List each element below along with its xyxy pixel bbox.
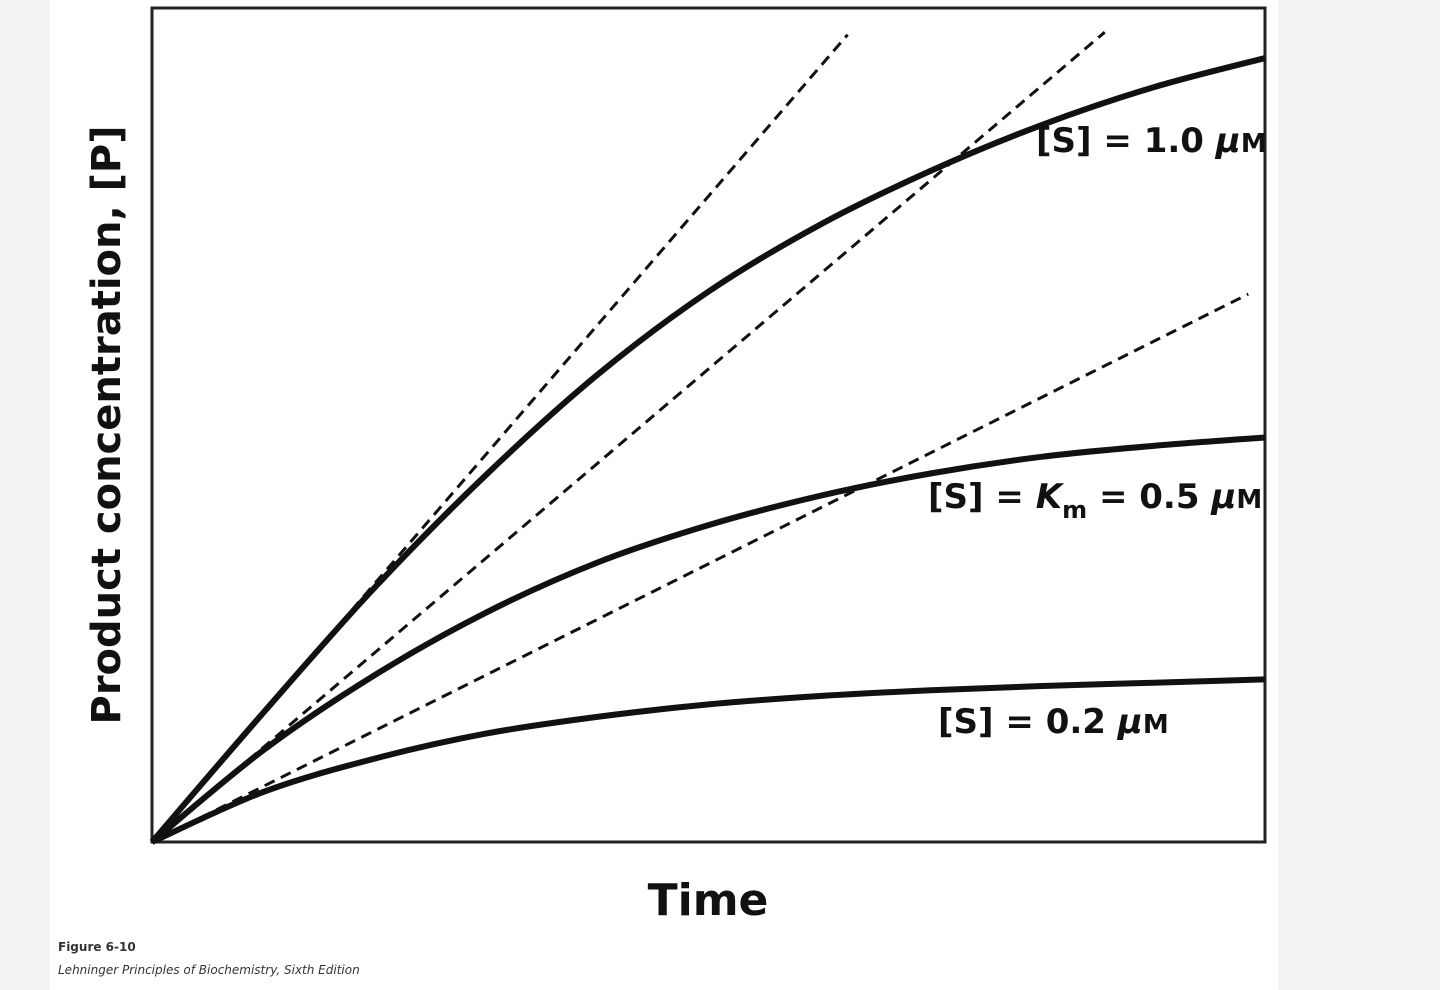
y-axis-label: Product concentration, [P] <box>84 125 130 724</box>
series-curve-3 <box>150 676 1266 845</box>
series-label-3: [S] = 0.2 μM <box>938 702 1169 742</box>
series-curve-1 <box>149 55 1266 844</box>
figure-source: Lehninger Principles of Biochemistry, Si… <box>58 963 360 977</box>
series-label-2: [S] = Km = 0.5 μM <box>928 477 1262 524</box>
series-label-1: [S] = 1.0 μM <box>1036 121 1267 161</box>
tangent-line-1 <box>150 33 849 843</box>
plot-frame <box>150 6 1267 844</box>
figure-number: Figure 6-10 <box>58 940 136 954</box>
figure-sheet <box>50 0 1278 990</box>
tangent-line-2 <box>151 31 1106 844</box>
tangent-line-3 <box>151 292 1249 844</box>
x-axis-label: Time <box>648 875 769 926</box>
series-curve-2 <box>150 434 1266 845</box>
